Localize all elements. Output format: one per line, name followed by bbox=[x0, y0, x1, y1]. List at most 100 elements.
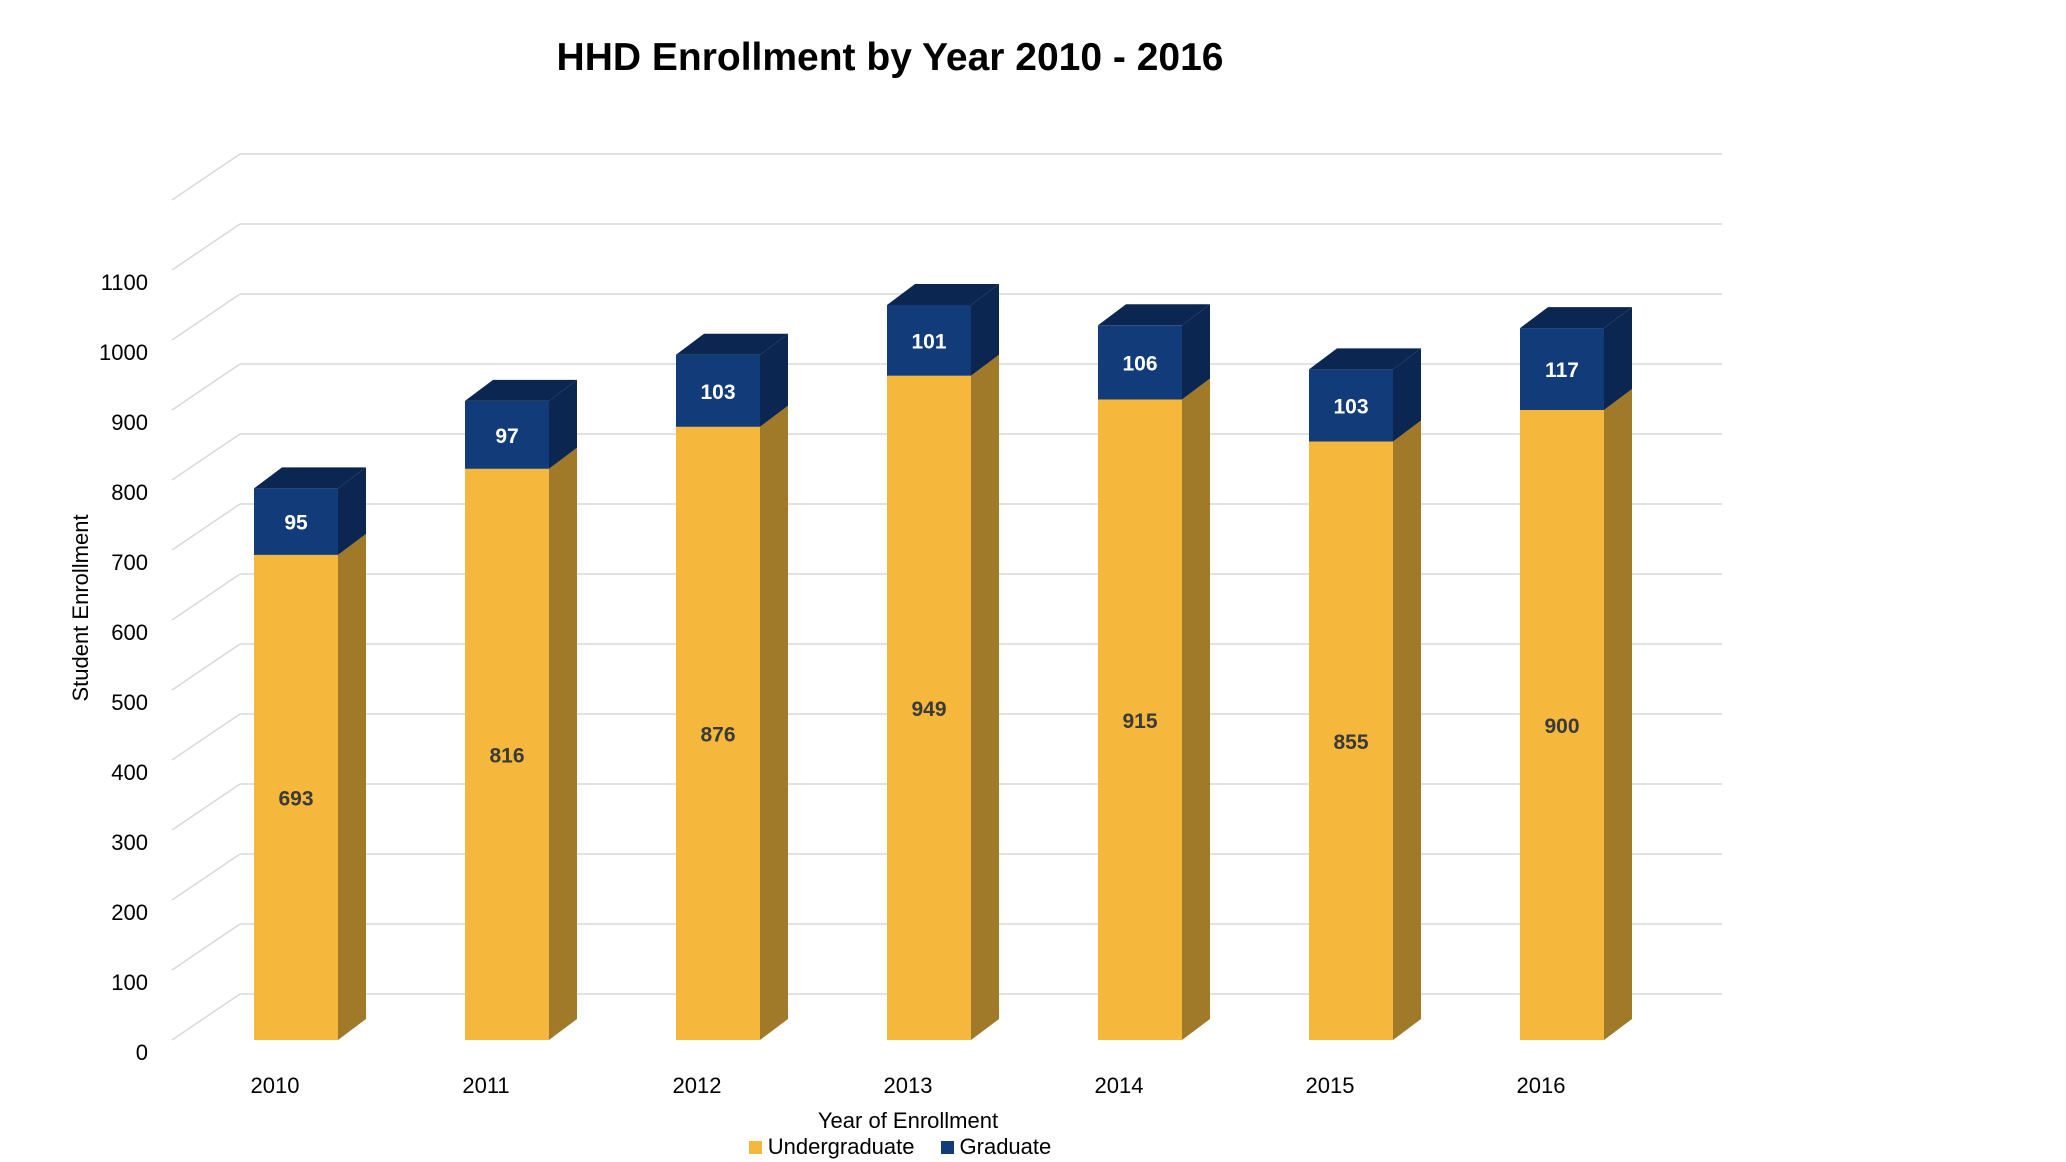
y-tick-label: 700 bbox=[111, 550, 148, 575]
bar-undergraduate-2013 bbox=[887, 354, 999, 1040]
bar-side bbox=[1604, 307, 1632, 410]
bar-side bbox=[1182, 304, 1210, 400]
y-axis-label: Student Enrollment bbox=[68, 514, 93, 701]
legend-swatch bbox=[748, 1140, 762, 1154]
y-tick-label: 200 bbox=[111, 900, 148, 925]
legend-swatch bbox=[940, 1140, 954, 1154]
data-label-graduate: 101 bbox=[911, 330, 946, 353]
bar-graduate-2014 bbox=[1098, 304, 1210, 400]
data-label-undergraduate: 855 bbox=[1333, 731, 1368, 754]
bar-undergraduate-2012 bbox=[676, 405, 788, 1040]
data-labels: 693 95 816 97 876 103 949 101 915 106 855 103 900 117 bbox=[278, 330, 1579, 810]
data-label-graduate: 117 bbox=[1545, 359, 1579, 382]
bar-undergraduate-2011 bbox=[465, 447, 577, 1040]
data-label-undergraduate: 693 bbox=[278, 787, 313, 810]
bar-side bbox=[971, 284, 999, 376]
legend-label: Graduate bbox=[959, 1134, 1052, 1159]
bar-front bbox=[254, 554, 338, 1040]
bar-top bbox=[1520, 307, 1632, 329]
y-tick-label: 1100 bbox=[101, 270, 148, 295]
bar-graduate-2010 bbox=[254, 467, 366, 555]
gridline-wall bbox=[171, 923, 241, 971]
bar-side bbox=[1393, 348, 1421, 442]
x-tick-label: 2012 bbox=[673, 1073, 722, 1098]
legend: Undergraduate Graduate bbox=[0, 1134, 1800, 1160]
chart-title: HHD Enrollment by Year 2010 - 2016 bbox=[556, 36, 1224, 79]
bar-graduate-2015 bbox=[1309, 348, 1421, 442]
bar-front bbox=[676, 354, 760, 427]
bar-side bbox=[549, 447, 577, 1040]
bar-side bbox=[338, 467, 366, 555]
bar-front bbox=[887, 305, 971, 376]
bar-top bbox=[465, 379, 577, 401]
x-tick-label: 2015 bbox=[1306, 1073, 1355, 1098]
gridline-wall bbox=[171, 503, 241, 551]
gridline-wall bbox=[171, 643, 241, 691]
gridline-wall bbox=[171, 853, 241, 901]
data-label-undergraduate: 876 bbox=[700, 723, 735, 746]
bar-graduate-2013 bbox=[887, 284, 999, 376]
legend-item-undergraduate: Undergraduate bbox=[748, 1134, 915, 1160]
bar-undergraduate-2014 bbox=[1098, 378, 1210, 1040]
bar-side bbox=[1182, 378, 1210, 1040]
bar-front bbox=[1098, 399, 1182, 1040]
x-axis-ticks: 2010 2011 2012 2013 2014 2015 2016 bbox=[251, 1073, 1566, 1098]
data-label-graduate: 103 bbox=[1333, 395, 1368, 418]
y-tick-label: 900 bbox=[111, 410, 148, 435]
y-tick-label: 1000 bbox=[99, 340, 148, 365]
y-tick-label: 0 bbox=[136, 1040, 148, 1065]
gridline-wall bbox=[171, 573, 241, 621]
data-label-undergraduate: 900 bbox=[1544, 715, 1579, 738]
y-tick-label: 100 bbox=[111, 970, 148, 995]
x-tick-label: 2011 bbox=[462, 1073, 509, 1098]
bar-top bbox=[676, 333, 788, 355]
data-label-undergraduate: 915 bbox=[1122, 710, 1157, 733]
bar-front bbox=[1520, 328, 1604, 410]
bar-front bbox=[1098, 325, 1182, 400]
data-label-undergraduate: 816 bbox=[489, 744, 524, 767]
y-tick-label: 800 bbox=[111, 480, 148, 505]
gridline-wall bbox=[171, 433, 241, 481]
bar-top bbox=[1309, 348, 1421, 370]
x-tick-label: 2013 bbox=[884, 1073, 933, 1098]
gridline-wall bbox=[171, 993, 241, 1041]
x-tick-label: 2010 bbox=[251, 1073, 300, 1098]
bar-undergraduate-2010 bbox=[254, 533, 366, 1040]
gridline-wall bbox=[171, 363, 241, 411]
data-label-undergraduate: 949 bbox=[911, 698, 946, 721]
bar-front bbox=[887, 375, 971, 1040]
data-label-graduate: 103 bbox=[700, 381, 735, 404]
data-label-graduate: 95 bbox=[284, 512, 308, 535]
x-tick-label: 2014 bbox=[1095, 1073, 1144, 1098]
bar-side bbox=[1604, 389, 1632, 1040]
x-axis-label: Year of Enrollment bbox=[818, 1108, 998, 1133]
bar-front bbox=[676, 426, 760, 1040]
bar-front bbox=[1309, 441, 1393, 1040]
y-tick-label: 600 bbox=[111, 620, 148, 645]
y-tick-label: 500 bbox=[111, 690, 148, 715]
bar-top bbox=[887, 284, 999, 305]
gridline-wall bbox=[171, 713, 241, 761]
legend-label: Undergraduate bbox=[767, 1134, 915, 1159]
y-tick-label: 300 bbox=[111, 830, 148, 855]
bar-front bbox=[465, 468, 549, 1040]
gridline-wall bbox=[171, 293, 241, 341]
bar-side bbox=[338, 533, 366, 1040]
bar-side bbox=[971, 354, 999, 1040]
y-axis-ticks: 0 100 200 300 400 500 600 700 800 900 1000 1100 bbox=[99, 270, 148, 1065]
bar-top bbox=[254, 467, 366, 489]
bar-front bbox=[1309, 369, 1393, 442]
bar-side bbox=[1393, 420, 1421, 1040]
bar-side bbox=[760, 405, 788, 1040]
bar-graduate-2011 bbox=[465, 379, 577, 469]
bar-top bbox=[1098, 304, 1210, 326]
gridline-wall bbox=[171, 223, 241, 271]
bar-undergraduate-2016 bbox=[1520, 389, 1632, 1040]
gridline-wall bbox=[171, 153, 241, 201]
bar-front bbox=[254, 488, 338, 555]
y-tick-label: 400 bbox=[111, 760, 148, 785]
bar-side bbox=[760, 333, 788, 427]
bar-front bbox=[1520, 410, 1604, 1040]
legend-item-graduate: Graduate bbox=[940, 1134, 1052, 1160]
